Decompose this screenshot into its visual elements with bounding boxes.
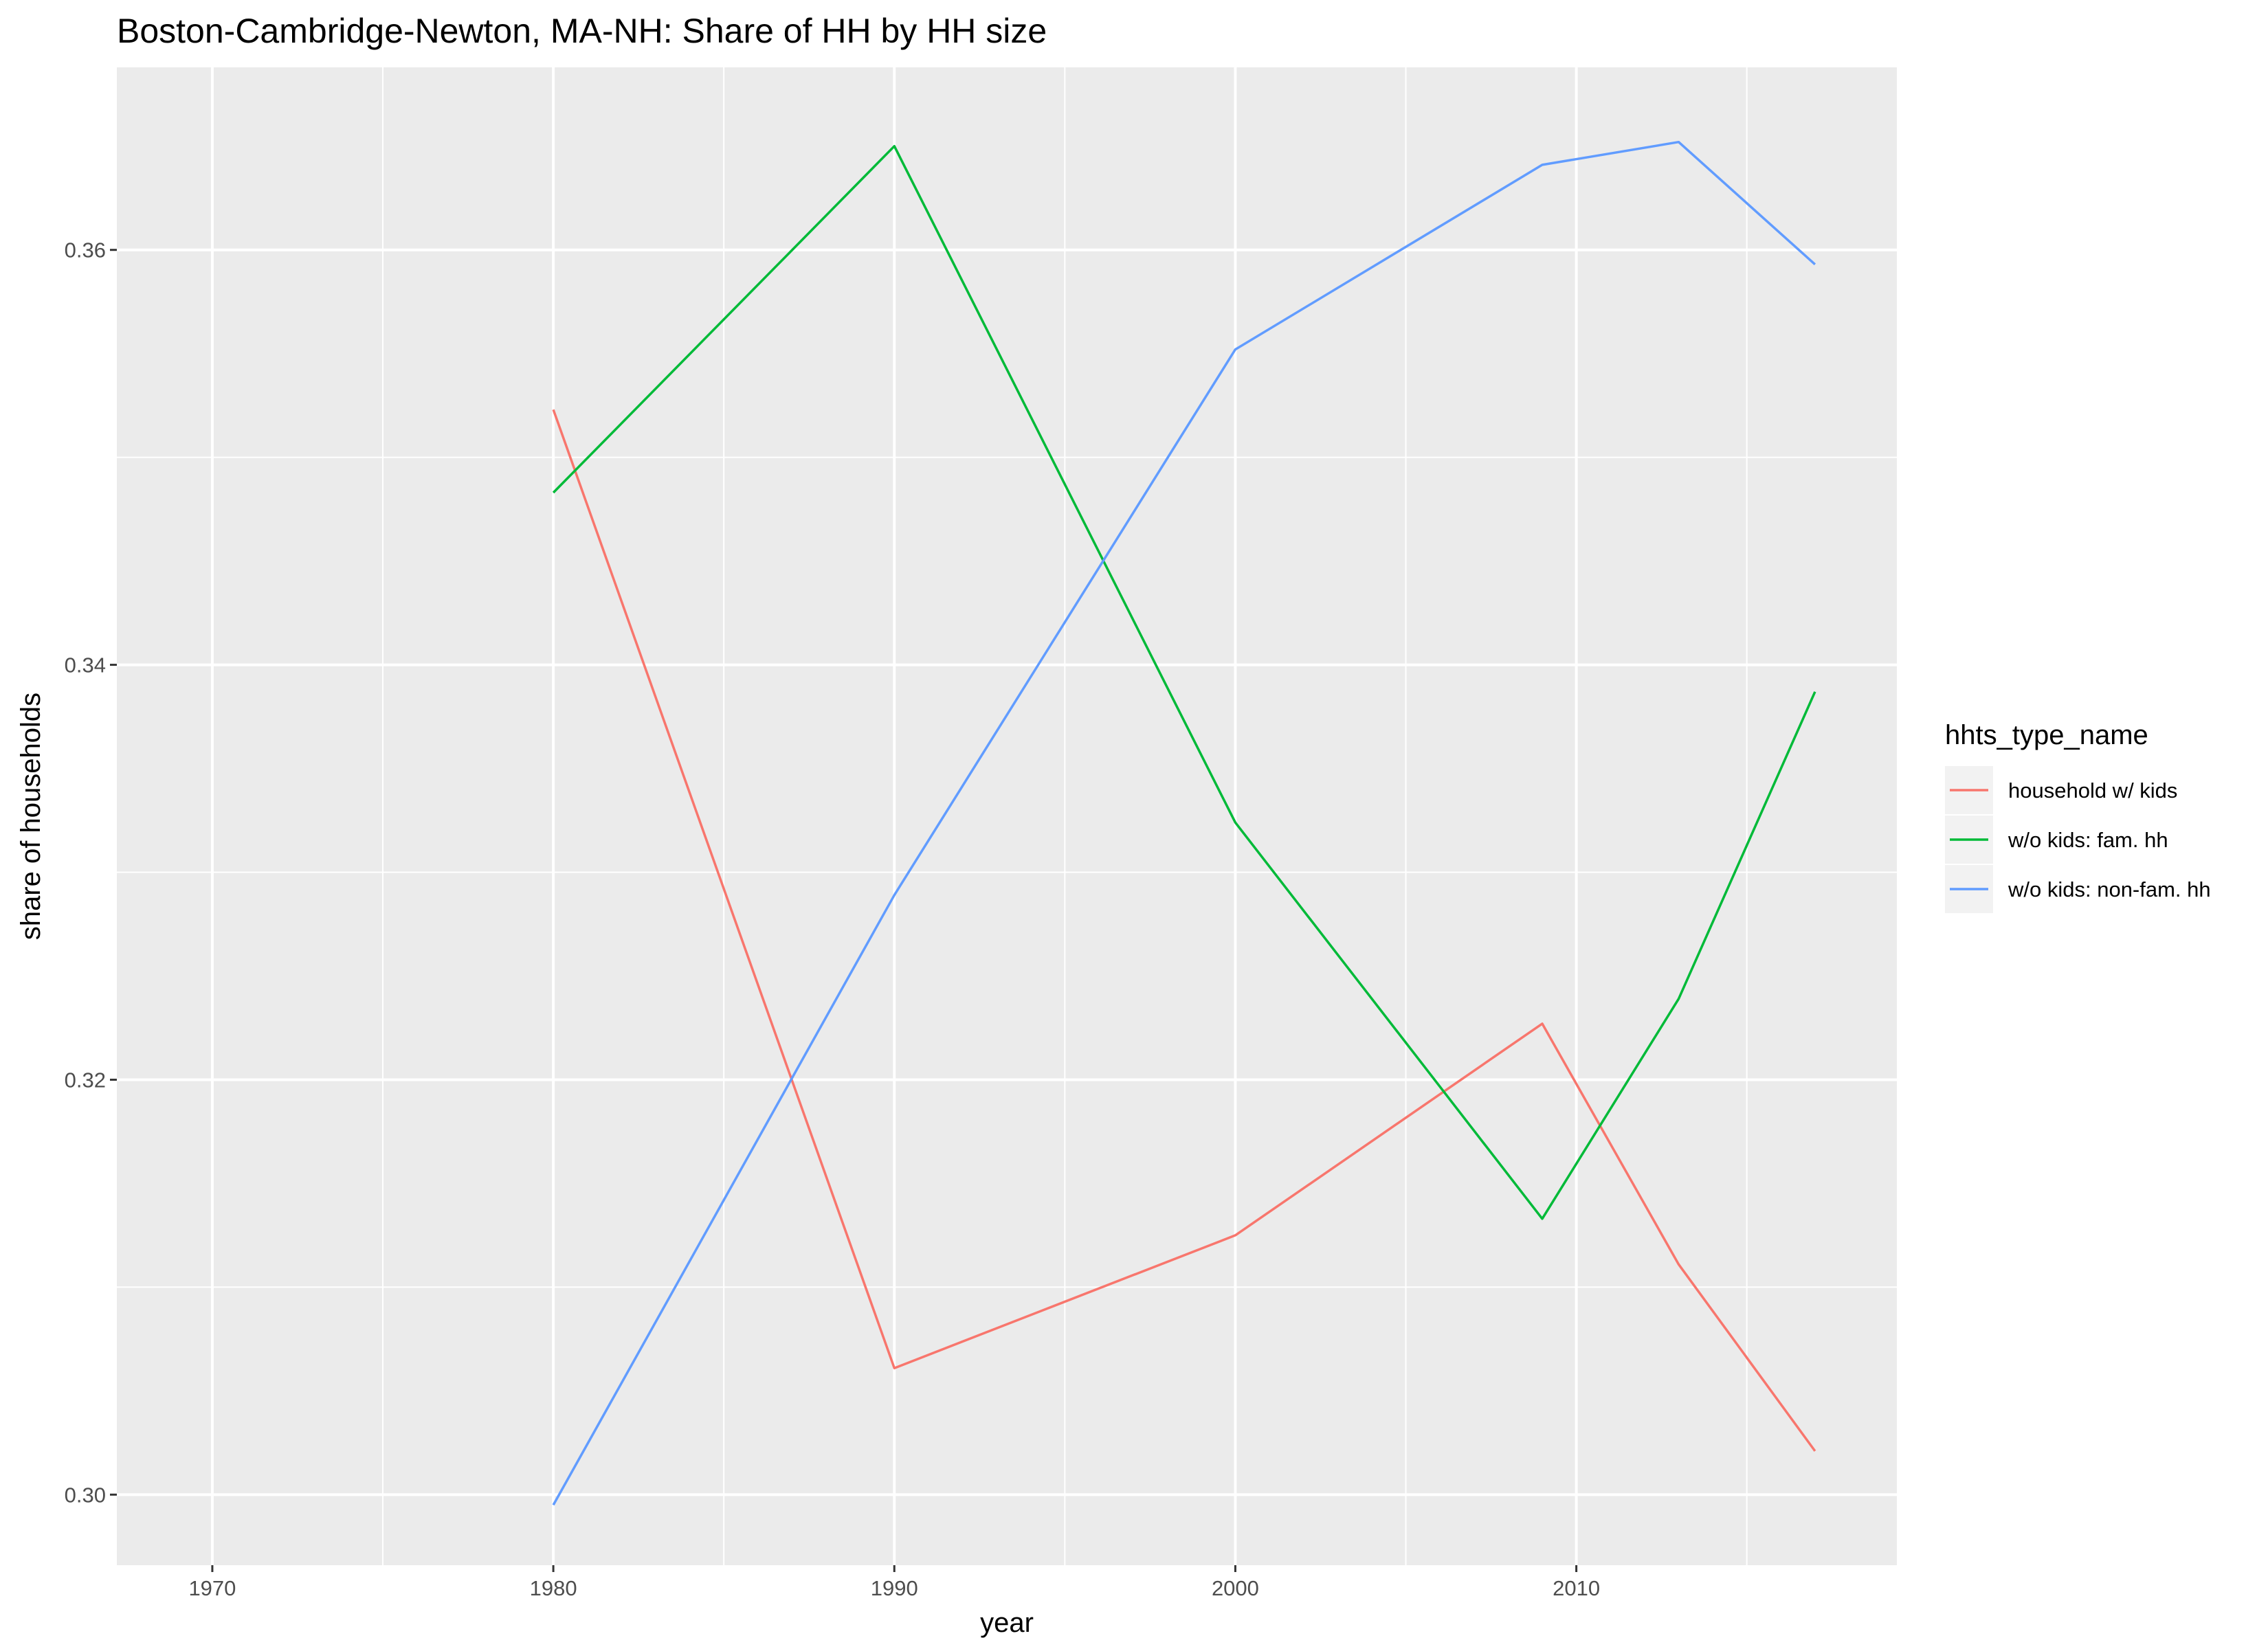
x-tick-label: 1990	[871, 1576, 918, 1600]
legend-title: hhts_type_name	[1945, 720, 2148, 750]
series-line-1	[552, 409, 1816, 1452]
legend-label: w/o kids: non-fam. hh	[2008, 877, 2211, 901]
x-axis-title: year	[980, 1608, 1034, 1638]
x-tick-label: 1970	[188, 1576, 236, 1600]
x-tick-label: 1980	[530, 1576, 577, 1600]
x-axis: 1970 1980 1990 2000 2010	[188, 1565, 1600, 1600]
y-axis-title: share of households	[16, 693, 46, 940]
major-gridlines	[117, 67, 1897, 1565]
y-tick-label: 0.34	[65, 653, 106, 677]
y-tick-label: 0.30	[65, 1483, 106, 1507]
legend: hhts_type_name household w/ kids w/o kids…	[1945, 720, 2211, 913]
x-tick-label: 2000	[1212, 1576, 1259, 1600]
y-tick-label: 0.36	[65, 238, 106, 262]
minor-gridlines	[117, 67, 1897, 1565]
legend-label: household w/ kids	[2008, 778, 2177, 803]
series-line-2	[552, 144, 1816, 1220]
chart-title: Boston-Cambridge-Newton, MA-NH: Share of…	[117, 12, 1047, 50]
y-axis: 0.30 0.32 0.34 0.36	[65, 238, 117, 1507]
series-line-3	[552, 140, 1816, 1506]
series-lines	[552, 140, 1816, 1506]
y-tick-label: 0.32	[65, 1068, 106, 1092]
x-tick-label: 2010	[1553, 1576, 1600, 1600]
legend-label: w/o kids: fam. hh	[2008, 828, 2168, 852]
plot-panel	[117, 67, 1897, 1565]
